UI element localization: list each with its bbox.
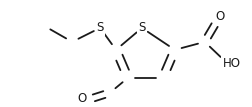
Text: O: O: [215, 10, 224, 23]
Text: S: S: [97, 21, 104, 34]
Text: S: S: [138, 21, 146, 34]
Text: O: O: [78, 92, 87, 105]
Text: HO: HO: [223, 57, 241, 70]
